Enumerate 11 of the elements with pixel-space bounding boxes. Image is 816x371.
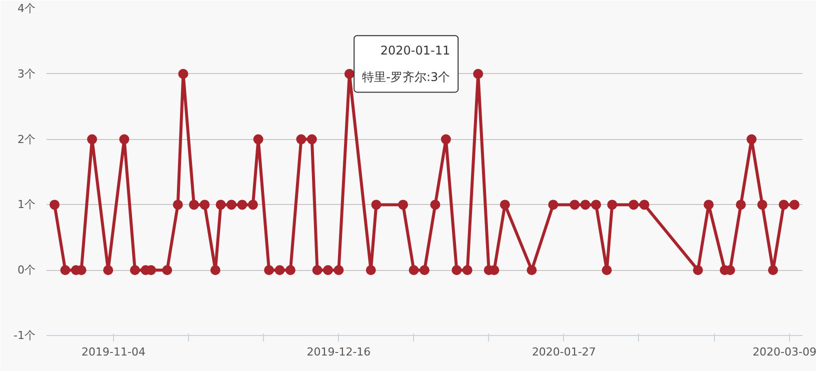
annotation: 2020-01-11 特里-罗齐尔:3个 (362, 44, 450, 84)
y-tick-label: 1个 (18, 198, 36, 212)
x-tick-label: 2019-11-04 (82, 346, 146, 358)
y-tick-label: 4个 (18, 2, 36, 15)
x-tick-label: 2019-12-16 (306, 346, 371, 358)
y-tick-label: 2个 (18, 132, 36, 146)
y-tick-label: -1个 (14, 329, 36, 342)
x-tick-label: 2020-01-27 (532, 346, 596, 358)
y-tick-label: 0个 (18, 264, 36, 277)
x-tick-label: 2020-03-09 (752, 346, 816, 358)
y-tick-label: 3个 (18, 67, 36, 80)
